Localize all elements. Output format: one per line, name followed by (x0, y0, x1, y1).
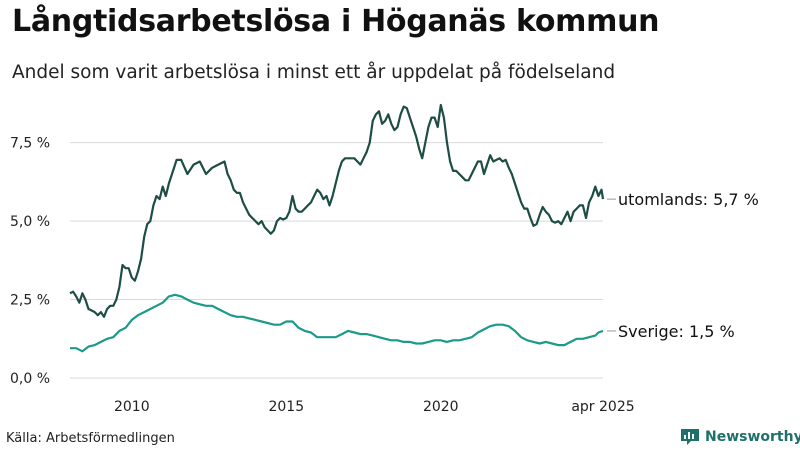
x-tick-label-2: 2020 (423, 399, 459, 415)
series-line-utomlands (69, 103, 605, 318)
y-tick-label-0: 0,0 % (10, 371, 50, 387)
series-end-label-utomlands: utomlands: 5,7 % (618, 190, 759, 209)
chart-subtitle: Andel som varit arbetslösa i minst ett å… (12, 62, 616, 83)
newsworthy-icon (681, 429, 699, 445)
x-tick-label-1: 2015 (268, 399, 304, 415)
y-tick-label-2: 5,0 % (10, 214, 50, 230)
newsworthy-logo[interactable]: Newsworthy (680, 428, 800, 446)
y-tick-label-1: 2,5 % (10, 293, 50, 309)
brand-name: Newsworthy (705, 429, 800, 445)
x-tick-label-3: apr 2025 (571, 399, 634, 415)
y-tick-label-3: 7,5 % (10, 136, 50, 152)
source-note: Källa: Arbetsförmedlingen (6, 431, 175, 446)
series-line-sverige (70, 293, 604, 353)
series-end-label-sverige: Sverige: 1,5 % (618, 322, 735, 341)
chart-title: Långtidsarbetslösa i Höganäs kommun (12, 4, 660, 39)
x-tick-label-0: 2010 (114, 399, 150, 415)
